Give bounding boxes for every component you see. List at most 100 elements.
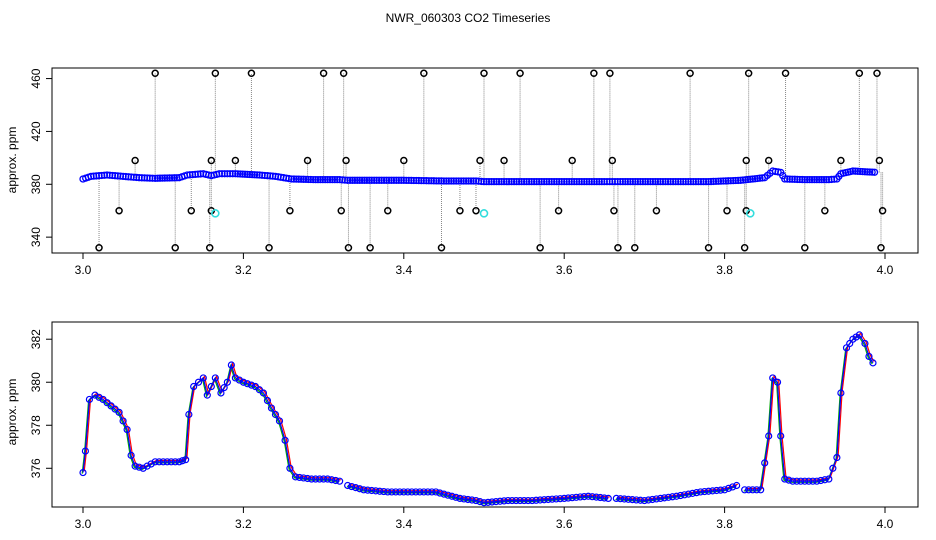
main-series-point [563,177,571,186]
main-series-point [248,170,256,179]
series-point [476,498,484,506]
series-point [773,378,782,386]
main-series-point [151,174,159,182]
main-series-point [440,177,448,185]
main-series-point [629,177,637,186]
bottom-panel: approx. ppm 3.0 3.2 3.4 3.6 3.8 4.0 376 378 380… [5,321,919,531]
main-series-point [455,177,463,185]
series-point [79,468,87,477]
x-tick-label: 3.4 [395,263,412,277]
main-series-point [540,177,548,186]
main-series-point [535,177,543,186]
series-point [692,489,701,497]
outlier-point [303,156,312,165]
series-point [528,496,536,505]
series-point [716,486,725,494]
main-series-point [679,177,687,186]
outlier-point [115,206,123,215]
series-point [580,493,588,501]
main-series-point [849,167,857,175]
main-series-point [422,177,431,185]
series-point [352,484,360,492]
bottom-chart-marks [79,331,877,507]
main-series-point [671,177,680,186]
series-point [564,494,572,502]
series-point [496,497,504,505]
series-point [648,495,657,504]
main-series-point [331,176,339,184]
series-point [508,496,516,505]
main-series-point [490,177,498,186]
main-series-point [558,177,566,186]
series-point [781,475,789,483]
main-series-point [246,170,254,179]
series-point [235,376,243,384]
series-point [384,488,392,496]
series-point [315,475,324,483]
main-series-point [550,177,558,186]
series-point [733,481,741,490]
series-point [428,488,436,496]
main-series-point [410,176,418,185]
series-point [592,493,600,501]
series-point [765,432,773,440]
main-series-point [462,177,470,185]
series-point [372,487,380,495]
series-point [729,483,737,491]
series-point [696,488,705,496]
series-point [368,486,376,495]
series-point [604,494,612,502]
main-series-point [578,177,586,186]
main-series-point [495,177,503,186]
series-point [396,488,404,496]
main-series-point [608,177,616,186]
series-point [488,498,496,506]
main-series-point [292,175,300,183]
main-series-point [295,175,303,183]
main-series-point [356,176,364,184]
main-series-point [351,176,359,184]
main-series-point [346,176,354,184]
outlier-point [610,206,618,215]
series-point [640,496,649,505]
main-series-point [575,177,583,186]
main-series-point [692,177,700,186]
outlier-point [554,206,563,215]
series-point [91,391,99,399]
main-series-point [727,177,735,185]
series-point [596,493,604,502]
series-point [725,484,733,492]
series-point [239,378,247,386]
main-series-point [624,177,632,186]
main-series-point [817,176,826,184]
series-point [612,494,620,502]
outlier-point [342,156,350,165]
main-series-point [430,177,438,185]
main-series-point [724,177,732,185]
main-series-point [699,177,708,186]
outlier-point [480,69,488,78]
main-series-point [492,177,501,186]
series-point [616,495,624,503]
series-point [757,486,765,494]
main-series-point [427,177,436,185]
series-point [263,396,272,405]
main-series-point [717,177,725,185]
main-series-point [520,177,528,186]
main-series-point [412,176,420,185]
series-point [175,458,183,466]
main-series-point [480,177,488,186]
main-series-point [707,177,715,186]
x-tick-label: 4.0 [877,263,894,277]
main-series-point [377,176,386,184]
series-point [520,496,528,505]
main-series-point [353,176,361,184]
series-point [865,352,873,361]
series-point [303,474,312,483]
main-series-point [100,171,109,179]
main-series-point [854,167,862,175]
series-point [336,477,344,485]
main-series-point [674,177,682,186]
series-point [123,425,131,434]
main-series-point [585,177,593,186]
